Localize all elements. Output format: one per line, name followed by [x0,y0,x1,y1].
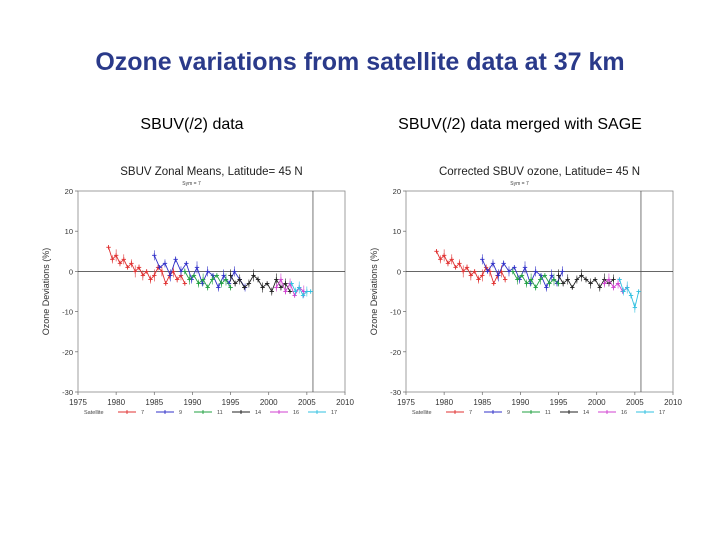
legend-entry: 7 [141,410,144,416]
y-tick-label: 20 [65,187,73,196]
right-panel-title: SBUV(/2) data merged with SAGE [398,116,642,133]
left-panel-title: SBUV(/2) data [140,116,244,133]
x-tick-label: 1995 [550,398,568,407]
x-tick-label: 1980 [435,398,453,407]
y-tick-label: -10 [62,308,73,317]
x-tick-label: 2010 [336,398,354,407]
legend-entry: 16 [293,410,299,416]
x-tick-label: 2000 [588,398,606,407]
y-tick-label: -10 [390,308,401,317]
x-tick-label: 1990 [184,398,202,407]
legend-entry: 17 [659,410,665,416]
plot-frame [77,190,346,393]
x-tick-label: 1985 [473,398,491,407]
y-tick-label: -30 [390,388,401,397]
x-tick-label: 2005 [626,398,644,407]
y-tick-label: 10 [65,227,73,236]
legend-entry: 11 [217,410,223,416]
legend-entry: 16 [621,410,627,416]
y-tick-label: 10 [393,227,401,236]
legend-entry: 11 [545,410,551,416]
legend-entry: 17 [331,410,337,416]
x-tick-label: 1990 [512,398,530,407]
y-tick-label: -30 [62,388,73,397]
plot-frame [405,190,674,393]
y-tick-label: -20 [62,348,73,357]
y-axis-label: Ozone Deviations (%) [369,248,379,336]
legend-label: Satellite [84,410,104,416]
sbuv-chart: SBUV Zonal Means, Latitude= 45 N Sym = 7 2… [41,166,354,416]
legend-entry: 14 [255,410,261,416]
series-line-17 [619,279,640,310]
x-tick-label: 2010 [664,398,682,407]
legend-label: Satellite [412,410,432,416]
series-line-14 [230,274,291,293]
slide-title: Ozone variations from satellite data at … [95,48,625,76]
chart-title: Corrected SBUV ozone, Latitude= 45 N [439,166,640,178]
x-tick-label: 1975 [69,398,87,407]
y-tick-label: 20 [393,187,401,196]
x-tick-label: 1980 [107,398,125,407]
series-line-9 [153,255,246,289]
legend-entry: 7 [469,410,472,416]
legend-entry: 9 [507,410,510,416]
y-tick-label: -20 [390,348,401,357]
chart-subtitle: Sym = 7 [182,181,201,187]
legend-entry: 9 [179,410,182,416]
legend-entry: 14 [583,410,589,416]
x-tick-label: 1995 [222,398,240,407]
chart-title: SBUV Zonal Means, Latitude= 45 N [120,166,303,178]
x-tick-label: 2005 [298,398,316,407]
sbuv-sage-chart: Corrected SBUV ozone, Latitude= 45 N Sym … [369,166,682,416]
y-axis-label: Ozone Deviations (%) [41,248,51,336]
chart-subtitle: Sym = 7 [510,181,529,187]
y-tick-label: 0 [397,267,401,276]
x-tick-label: 1975 [397,398,415,407]
x-tick-label: 2000 [260,398,278,407]
x-tick-label: 1985 [145,398,163,407]
y-tick-label: 0 [69,267,73,276]
